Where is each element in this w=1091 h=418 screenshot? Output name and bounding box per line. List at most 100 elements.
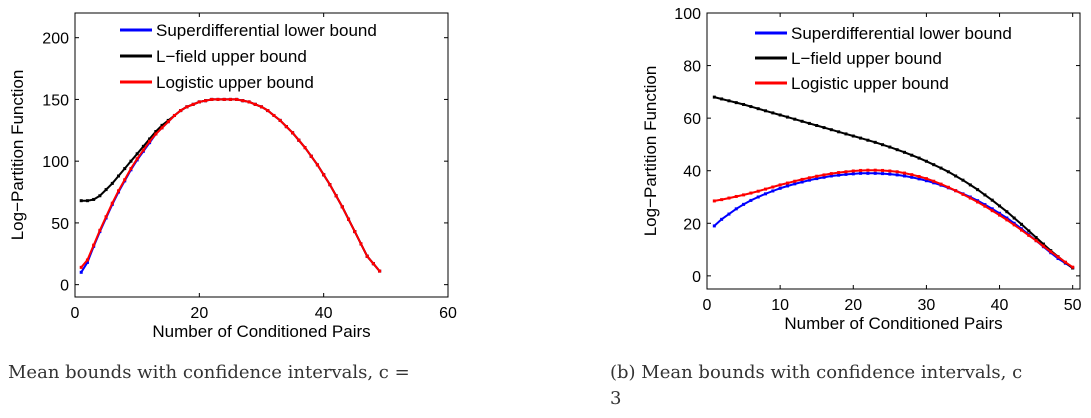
plot-b-series-1-point	[800, 119, 804, 123]
plot-b-ytick-label: 40	[683, 164, 701, 181]
plot-b-series-2-point	[844, 170, 848, 174]
plot-b-series-0-point	[998, 211, 1002, 215]
plot-a-series-0-point	[79, 270, 83, 274]
plot-b-xtick-label: 40	[991, 297, 1009, 314]
plot-b-series-2-point	[1005, 218, 1009, 222]
plot-b-series-2-point	[829, 172, 833, 176]
plot-b-series-1-point	[785, 115, 789, 119]
plot-b-series-0-point	[1005, 216, 1009, 220]
plot-b-series-2-point	[1041, 244, 1045, 248]
plot-a-series-2-point	[166, 120, 170, 124]
plot-b-series-1-point	[764, 109, 768, 113]
plot-a-series-2-point	[322, 173, 326, 177]
plot-a-series-2-point	[104, 215, 108, 219]
plot-b-series-0-point	[866, 171, 870, 175]
plot-b-series-2-point	[998, 213, 1002, 217]
plot-b-series-2-point	[873, 168, 877, 172]
plot-b-series-0-point	[1056, 257, 1060, 261]
plot-b-series-0-point	[749, 198, 753, 202]
plot-b-series-1-point	[720, 97, 724, 101]
plot-b-series-2-point	[902, 171, 906, 175]
plot-b-series-2-point	[946, 185, 950, 189]
plot-b-series-1-point	[954, 174, 958, 178]
plot-a-ytick-label: 150	[42, 92, 69, 109]
plot-b-series-2-point	[771, 185, 775, 189]
plot-a-ylabel: Log−Partition Function	[8, 70, 27, 241]
plot-a-series-2-point	[135, 157, 139, 161]
plot-a-series-2-point	[378, 269, 382, 273]
plot-a-series-1-point	[98, 194, 102, 198]
plot-b-xtick-label: 50	[1064, 297, 1082, 314]
plot-b-series-1-point	[917, 156, 921, 160]
plot-a-legend-label-1: L−field upper bound	[156, 47, 307, 66]
plot-a-series-1-point	[135, 152, 139, 156]
plot-b-series-1-point	[998, 204, 1002, 208]
plot-a-series-2-point	[185, 105, 189, 109]
plot-b-ytick-label: 100	[674, 6, 701, 23]
plot-b-series-1-point	[983, 193, 987, 197]
plot-b-series-2-point	[976, 200, 980, 204]
plot-a-series-1-point	[85, 199, 89, 203]
plot-b-series-0-point	[756, 195, 760, 199]
plot-b-series-2-point	[910, 173, 914, 177]
plot-b-series-0-point	[873, 171, 877, 175]
plot-a-xtick-label: 0	[71, 305, 80, 322]
plot-a-series-2-point	[297, 138, 301, 142]
plot-b-series-2-point	[720, 198, 724, 202]
plot-a-series-2-point	[148, 139, 152, 143]
plot-b-series-2-point	[1049, 250, 1053, 254]
plot-b-series-1-point	[1012, 216, 1016, 220]
plot-b-series-2-point	[866, 168, 870, 172]
plot-b-legend-label-1: L−field upper bound	[791, 49, 942, 68]
plot-b-series-0-point	[742, 202, 746, 206]
plot-b-series-1-point	[881, 143, 885, 147]
plot-a-axes-box	[74, 12, 449, 298]
plot-a-series-2-point	[110, 201, 114, 205]
plot-b-series-0-point	[785, 184, 789, 188]
plot-a-series-2-point	[303, 146, 307, 150]
plot-b-series-1-point	[946, 170, 950, 174]
plot-b-xtick-label: 10	[771, 297, 789, 314]
plot-a-series-0-line	[80, 98, 381, 273]
caption-b-line2: 3	[610, 388, 622, 409]
plot-b-xlabel: Number of Conditioned Pairs	[784, 314, 1002, 333]
plot-b-series-1-point	[837, 130, 841, 134]
plot-b-series-2-point	[954, 189, 958, 193]
plot-b-series-2-point	[1056, 255, 1060, 259]
plot-b-series-1-point	[1034, 235, 1038, 239]
plot-b-series-2-point	[961, 192, 965, 196]
plot-b-series-1-point	[807, 121, 811, 125]
plot-b-series-0-point	[771, 189, 775, 193]
plot-b-series-1-point	[727, 99, 731, 103]
plot-b-series-1-point	[939, 166, 943, 170]
plot-b-series-2-point	[822, 173, 826, 177]
plot-a-series-2-point	[241, 99, 245, 103]
plot-b-series-2-point	[895, 170, 899, 174]
plot-b-series-1-point	[866, 138, 870, 142]
plot-a-series-2-point	[191, 102, 195, 106]
plot-a-series-1-point	[110, 181, 114, 185]
plot-b-series-2-point	[764, 187, 768, 191]
plot-b-legend-label-0: Superdifferential lower bound	[791, 24, 1012, 43]
plot-b-series-0-point	[902, 174, 906, 178]
caption-a: Mean bounds with confidence intervals, c…	[8, 362, 410, 383]
plot-b-series-1-point	[859, 136, 863, 140]
plot-b-series-2-point	[712, 199, 716, 203]
plot-a-series-1-point	[154, 130, 158, 134]
plot-b-series-2-point	[859, 168, 863, 172]
plot-b-series-0-point	[837, 173, 841, 177]
plot-b-series-1-point	[1041, 242, 1045, 246]
plot-a-series-2-point	[235, 97, 239, 101]
plot-a-series-2-point	[117, 189, 121, 193]
plot-b-series-1-point	[888, 145, 892, 149]
plot-b-series-2-point	[1012, 223, 1016, 227]
plot-b-series-0-point	[888, 172, 892, 176]
plot-b-series-2-point	[793, 179, 797, 183]
plot-a-series-2-point	[85, 258, 89, 262]
plot-b-series-0-point	[1012, 221, 1016, 225]
plot-a-series-2-point	[272, 113, 276, 117]
plot-b-series-1-point	[961, 178, 965, 182]
plot-a-series-2-point	[154, 132, 158, 136]
plot-a-ytick-label: 0	[60, 278, 69, 295]
